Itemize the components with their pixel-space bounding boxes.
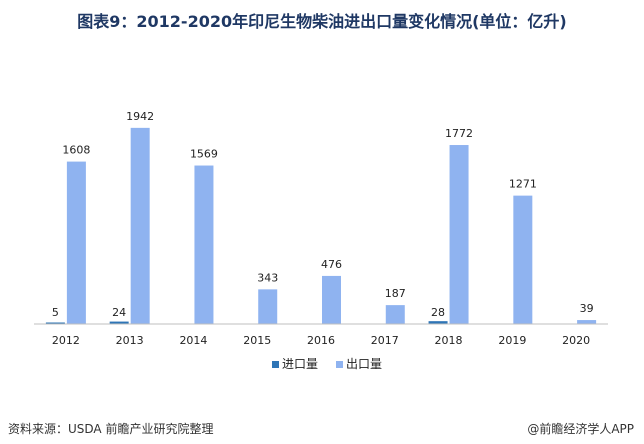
export-label-2012: 1608 <box>62 144 90 157</box>
export-bar-2016 <box>322 275 341 324</box>
x-tick-2019: 2019 <box>498 334 526 347</box>
x-tick-2013: 2013 <box>116 334 144 347</box>
import-label-2018: 28 <box>431 306 445 319</box>
x-tick-2015: 2015 <box>243 334 271 347</box>
x-tick-labels-layer: 2012 2013 2014 2015 2016 2017 2018 2019 2020 <box>52 334 590 347</box>
export-label-2016: 476 <box>321 258 342 271</box>
legend: 进口量 出口量 <box>272 357 382 371</box>
import-bar-2018 <box>428 321 448 324</box>
value-labels-layer: 5 1608 24 1942 1569 343 476 187 28 1772 1271 39 <box>52 110 594 319</box>
export-label-2017: 187 <box>385 287 406 300</box>
export-label-2014: 1569 <box>190 148 218 161</box>
import-label-2012: 5 <box>52 306 59 319</box>
legend-label-0: 进口量 <box>282 357 318 371</box>
export-bar-2020 <box>577 320 597 324</box>
x-tick-2014: 2014 <box>179 334 207 347</box>
export-bar-2012 <box>66 161 86 324</box>
export-label-2019: 1271 <box>509 178 537 191</box>
legend-label-1: 出口量 <box>346 357 382 371</box>
x-tick-2012: 2012 <box>52 334 80 347</box>
bars-layer <box>45 127 597 324</box>
import-bar-2013 <box>109 321 129 324</box>
source-note: 资料来源：USDA 前瞻产业研究院整理 <box>8 422 214 436</box>
x-tick-2016: 2016 <box>307 334 335 347</box>
x-tick-2018: 2018 <box>435 334 463 347</box>
export-label-2015: 343 <box>257 271 278 284</box>
legend-swatch-1 <box>336 361 343 368</box>
export-bar-2013 <box>130 127 150 324</box>
legend-swatch-0 <box>272 361 279 368</box>
export-bar-2019 <box>513 195 533 324</box>
import-bar-2012 <box>45 322 65 324</box>
export-bar-2015 <box>258 289 278 324</box>
import-label-2013: 24 <box>112 306 126 319</box>
x-tick-2020: 2020 <box>562 334 590 347</box>
export-label-2013: 1942 <box>126 110 154 123</box>
brand-note: @前瞻经济学人APP <box>527 422 634 436</box>
export-bar-2014 <box>194 165 214 324</box>
export-label-2020: 39 <box>580 302 594 315</box>
export-bar-2017 <box>385 305 405 324</box>
export-label-2018: 1772 <box>445 127 473 140</box>
chart-title: 图表9：2012-2020年印尼生物柴油进出口量变化情况(单位：亿升) <box>77 12 567 31</box>
export-bar-2018 <box>449 145 469 324</box>
x-tick-2017: 2017 <box>371 334 399 347</box>
